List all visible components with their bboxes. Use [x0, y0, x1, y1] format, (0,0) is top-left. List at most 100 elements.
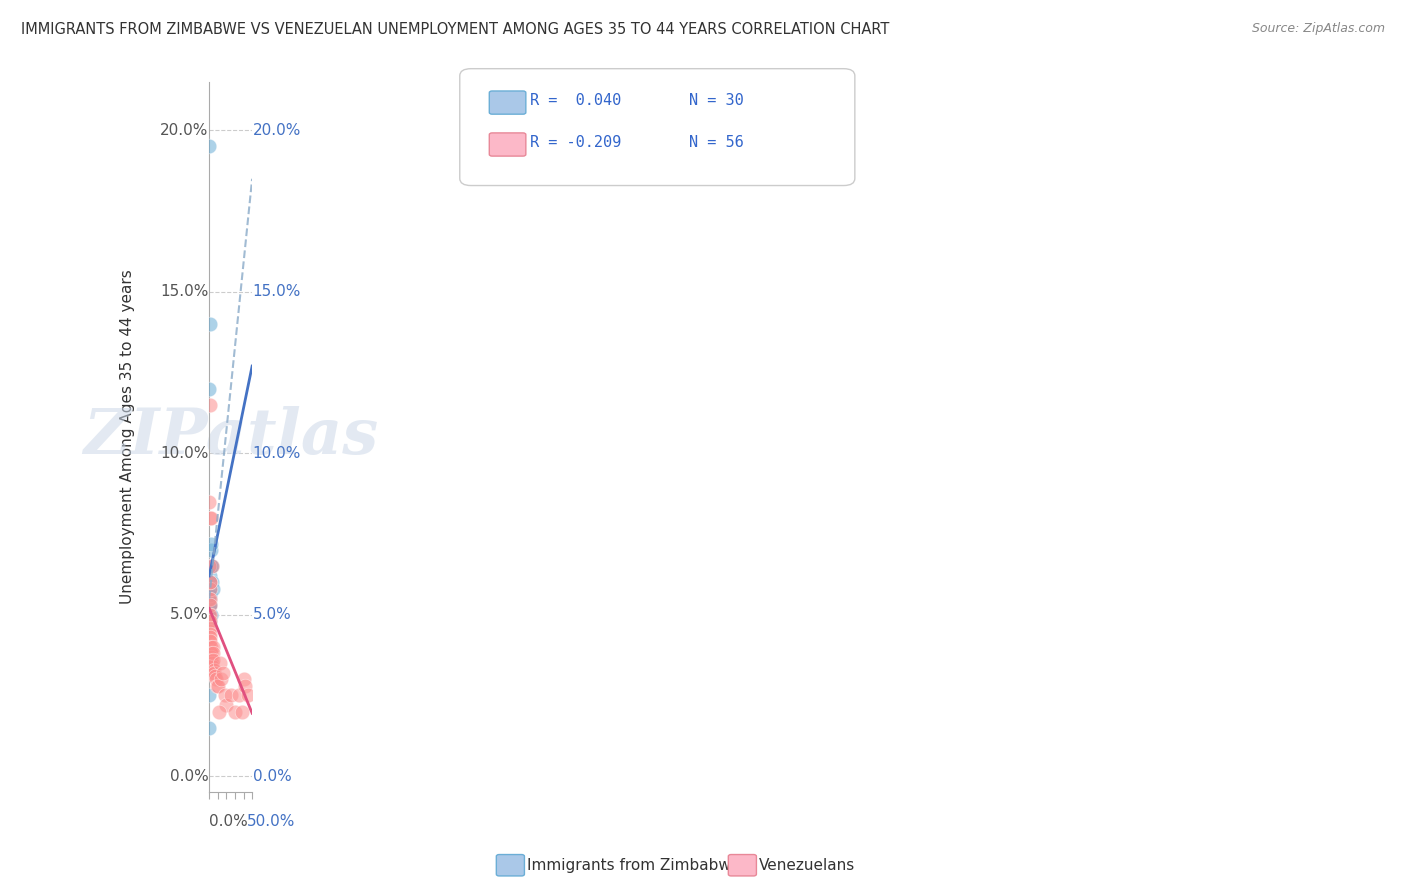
Text: 0.0%: 0.0% — [209, 814, 247, 829]
Point — [198, 559, 221, 574]
Text: 50.0%: 50.0% — [246, 814, 295, 829]
Text: N = 30: N = 30 — [689, 94, 744, 108]
Point — [198, 640, 221, 654]
Point — [198, 607, 221, 622]
Point — [214, 689, 236, 703]
Point — [198, 598, 221, 612]
Point — [198, 624, 221, 638]
Text: 15.0%: 15.0% — [160, 285, 208, 300]
Point — [198, 582, 221, 596]
Point — [198, 621, 221, 635]
Point — [198, 575, 221, 590]
Point — [198, 582, 221, 596]
Text: R = -0.209: R = -0.209 — [530, 136, 621, 150]
Point — [200, 543, 222, 558]
Text: 10.0%: 10.0% — [160, 446, 208, 461]
Text: Immigrants from Zimbabwe: Immigrants from Zimbabwe — [527, 858, 741, 872]
Point — [198, 575, 221, 590]
Text: 20.0%: 20.0% — [253, 123, 301, 138]
Point — [200, 511, 222, 525]
Point — [200, 653, 222, 667]
Point — [201, 659, 224, 673]
Point — [200, 607, 222, 622]
Point — [215, 698, 238, 713]
Point — [204, 669, 226, 683]
Point — [200, 559, 222, 574]
Point — [198, 382, 221, 396]
Point — [202, 647, 225, 661]
Point — [200, 537, 222, 551]
Point — [200, 582, 222, 596]
Point — [201, 582, 224, 596]
Text: 5.0%: 5.0% — [253, 607, 291, 623]
Point — [198, 633, 221, 648]
Text: 0.0%: 0.0% — [170, 769, 208, 784]
Point — [200, 607, 222, 622]
Point — [198, 607, 221, 622]
Point — [198, 494, 221, 508]
Point — [198, 575, 221, 590]
Point — [198, 598, 221, 612]
Text: Source: ZipAtlas.com: Source: ZipAtlas.com — [1251, 22, 1385, 36]
Text: 0.0%: 0.0% — [253, 769, 291, 784]
Text: R =  0.040: R = 0.040 — [530, 94, 621, 108]
Point — [198, 598, 221, 612]
Point — [205, 679, 228, 693]
Point — [198, 614, 221, 628]
Point — [198, 659, 221, 673]
Point — [198, 591, 221, 606]
Point — [200, 511, 222, 525]
Point — [232, 673, 254, 687]
Point — [208, 705, 231, 719]
Point — [198, 607, 221, 622]
Point — [208, 656, 231, 670]
Point — [198, 582, 221, 596]
Point — [198, 689, 221, 703]
Point — [202, 663, 225, 677]
Point — [219, 689, 242, 703]
Point — [207, 679, 229, 693]
Point — [198, 601, 221, 615]
Point — [233, 679, 256, 693]
Text: 20.0%: 20.0% — [160, 123, 208, 138]
Point — [198, 559, 221, 574]
Point — [201, 575, 224, 590]
Point — [201, 640, 224, 654]
Point — [198, 647, 221, 661]
Point — [200, 649, 222, 664]
Point — [200, 630, 222, 644]
Point — [198, 653, 221, 667]
Text: 15.0%: 15.0% — [253, 285, 301, 300]
Point — [198, 569, 221, 583]
Point — [198, 575, 221, 590]
Text: N = 56: N = 56 — [689, 136, 744, 150]
Point — [200, 633, 222, 648]
Point — [198, 614, 221, 628]
Point — [198, 591, 221, 606]
Point — [201, 656, 224, 670]
Point — [228, 689, 250, 703]
Y-axis label: Unemployment Among Ages 35 to 44 years: Unemployment Among Ages 35 to 44 years — [121, 269, 135, 605]
Point — [198, 665, 221, 680]
Text: 5.0%: 5.0% — [170, 607, 208, 623]
Point — [198, 591, 221, 606]
Point — [209, 673, 232, 687]
Text: 10.0%: 10.0% — [253, 446, 301, 461]
Text: ZIPatlas: ZIPatlas — [83, 407, 378, 468]
Point — [202, 665, 225, 680]
Point — [200, 640, 222, 654]
Point — [198, 559, 221, 574]
Point — [198, 398, 221, 412]
Point — [198, 575, 221, 590]
Text: IMMIGRANTS FROM ZIMBABWE VS VENEZUELAN UNEMPLOYMENT AMONG AGES 35 TO 44 YEARS CO: IMMIGRANTS FROM ZIMBABWE VS VENEZUELAN U… — [21, 22, 890, 37]
Point — [200, 627, 222, 641]
Point — [200, 317, 222, 331]
Point — [212, 665, 235, 680]
Point — [201, 559, 224, 574]
Point — [200, 647, 222, 661]
Point — [200, 647, 222, 661]
Point — [224, 705, 246, 719]
Point — [200, 588, 222, 602]
Point — [198, 591, 221, 606]
Text: Venezuelans: Venezuelans — [759, 858, 855, 872]
